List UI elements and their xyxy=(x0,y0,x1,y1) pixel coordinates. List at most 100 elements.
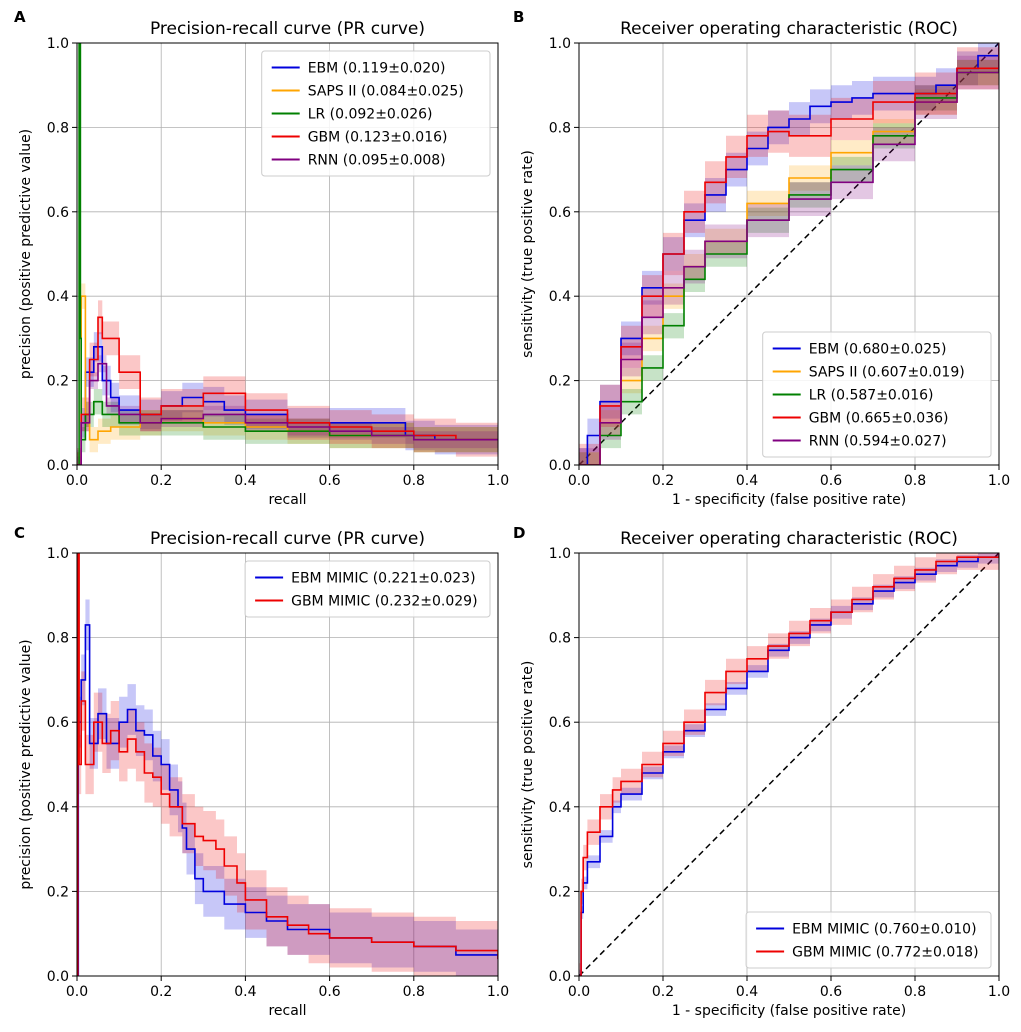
chart-title-a: Precision-recall curve (PR curve) xyxy=(150,19,425,39)
legend-label-b-1: SAPS II (0.607±0.019) xyxy=(809,365,965,381)
y-tick-label-d: 0.8 xyxy=(549,631,571,647)
x-tick-label-a: 0.2 xyxy=(150,473,172,489)
legend-label-d-0: EBM MIMIC (0.760±0.010) xyxy=(792,922,976,938)
confidence-band-a-3 xyxy=(77,300,498,465)
y-tick-label-b: 0.2 xyxy=(549,374,571,390)
legend-label-a-0: EBM (0.119±0.020) xyxy=(308,61,446,77)
x-axis-label-a: recall xyxy=(268,492,306,508)
x-tick-label-b: 0.6 xyxy=(820,473,842,489)
legend-label-b-3: GBM (0.665±0.036) xyxy=(809,411,949,427)
x-axis-label-c: recall xyxy=(268,1003,306,1019)
series-line-c-0 xyxy=(77,624,498,976)
series-line-d-1 xyxy=(579,553,999,976)
y-tick-label-c: 0.6 xyxy=(47,715,69,731)
y-tick-label-d: 0.2 xyxy=(549,884,571,900)
series-line-a-0 xyxy=(77,346,498,465)
axes-frame-a xyxy=(76,42,499,466)
x-tick-label-a: 1.0 xyxy=(487,473,509,489)
x-tick-label-b: 0.8 xyxy=(904,473,926,489)
plot-area-b xyxy=(579,43,999,465)
legend-label-d-1: GBM MIMIC (0.772±0.018) xyxy=(792,945,978,961)
x-tick-label-c: 1.0 xyxy=(487,984,509,1000)
y-tick-label-c: 0.4 xyxy=(47,800,69,816)
confidence-band-a-1 xyxy=(77,283,498,465)
panel-letter-b: B xyxy=(513,8,524,26)
x-tick-label-c: 0.6 xyxy=(318,984,340,1000)
y-tick-label-d: 0.0 xyxy=(549,969,571,985)
x-tick-label-a: 0.6 xyxy=(318,473,340,489)
x-tick-label-a: 0.0 xyxy=(66,473,88,489)
x-tick-label-d: 0.2 xyxy=(652,984,674,1000)
series-line-a-4 xyxy=(77,362,498,465)
legend-label-b-0: EBM (0.680±0.025) xyxy=(809,342,947,358)
axes-frame-b xyxy=(578,42,1000,466)
panel-letter-a: A xyxy=(14,8,26,26)
x-tick-label-d: 0.6 xyxy=(820,984,842,1000)
legend-box-d xyxy=(745,911,992,969)
y-tick-label-a: 1.0 xyxy=(47,36,69,52)
chart-title-b: Receiver operating characteristic (ROC) xyxy=(620,19,958,39)
y-axis-label-a: precision (positive predictive value) xyxy=(18,129,34,379)
y-tick-label-c: 0.8 xyxy=(47,631,69,647)
x-tick-label-c: 0.4 xyxy=(234,984,256,1000)
legend-c: EBM MIMIC (0.221±0.023) GBM MIMIC (0.232±… xyxy=(244,560,491,618)
legend-label-a-2: LR (0.092±0.026) xyxy=(308,107,433,123)
legend-label-c-0: EBM MIMIC (0.221±0.023) xyxy=(291,571,475,587)
legend-label-a-4: RNN (0.095±0.008) xyxy=(308,153,446,169)
x-tick-label-c: 0.8 xyxy=(403,984,425,1000)
x-tick-label-d: 0.8 xyxy=(904,984,926,1000)
y-tick-label-b: 1.0 xyxy=(549,36,571,52)
legend-label-a-1: SAPS II (0.084±0.025) xyxy=(308,84,464,100)
chart-title-d: Receiver operating characteristic (ROC) xyxy=(620,529,958,549)
chart-title-c: Precision-recall curve (PR curve) xyxy=(150,529,425,549)
y-axis-label-c: precision (positive predictive value) xyxy=(18,639,34,889)
x-tick-label-b: 1.0 xyxy=(988,473,1010,489)
legend-label-b-4: RNN (0.594±0.027) xyxy=(809,434,947,450)
y-tick-label-b: 0.4 xyxy=(549,289,571,305)
panel-c: 0.0 0.2 0.4 0.6 0.8 1.0 0.0 0.2 0.4 0.6 0.8 1.0 Prec… xyxy=(18,529,509,1019)
legend-a: EBM (0.119±0.020) SAPS II (0.084±0.025) LR… xyxy=(261,50,491,177)
panel-letter-c: C xyxy=(14,524,25,542)
series-line-c-1 xyxy=(77,553,498,976)
x-axis-label-d: 1 - specificity (false positive rate) xyxy=(672,1003,906,1019)
confidence-band-b-2 xyxy=(579,43,999,465)
axes-frame-c xyxy=(76,552,499,977)
y-tick-label-c: 1.0 xyxy=(47,546,69,562)
x-tick-label-b: 0.2 xyxy=(652,473,674,489)
y-tick-label-a: 0.6 xyxy=(47,205,69,221)
y-axis-label-d: sensitivity (true positive rate) xyxy=(520,661,536,869)
x-tick-label-c: 0.0 xyxy=(66,984,88,1000)
legend-box-a xyxy=(261,50,491,177)
legend-label-a-3: GBM (0.123±0.016) xyxy=(308,130,448,146)
y-tick-label-c: 0.2 xyxy=(47,884,69,900)
x-tick-label-b: 0.0 xyxy=(568,473,590,489)
panel-b: 0.0 0.2 0.4 0.6 0.8 1.0 0.0 0.2 0.4 0.6 0.8 1.0 Rece… xyxy=(520,19,1010,508)
legend-label-b-2: LR (0.587±0.016) xyxy=(809,388,934,404)
y-tick-label-b: 0.0 xyxy=(549,458,571,474)
y-tick-label-a: 0.0 xyxy=(47,458,69,474)
y-tick-label-d: 0.6 xyxy=(549,715,571,731)
plot-area-c xyxy=(77,553,498,976)
x-tick-label-d: 0.0 xyxy=(568,984,590,1000)
y-tick-label-a: 0.4 xyxy=(47,289,69,305)
legend-label-c-1: GBM MIMIC (0.232±0.029) xyxy=(291,594,477,610)
y-tick-label-a: 0.2 xyxy=(47,374,69,390)
legend-d: EBM MIMIC (0.760±0.010) GBM MIMIC (0.772±… xyxy=(745,911,992,969)
y-tick-label-d: 0.4 xyxy=(549,800,571,816)
x-tick-label-a: 0.4 xyxy=(234,473,256,489)
legend-b: EBM (0.680±0.025) SAPS II (0.607±0.019) LR… xyxy=(762,331,992,458)
y-tick-label-b: 0.8 xyxy=(549,120,571,136)
x-tick-label-d: 0.4 xyxy=(736,984,758,1000)
confidence-band-b-4 xyxy=(579,43,999,465)
x-tick-label-b: 0.4 xyxy=(736,473,758,489)
legend-box-c xyxy=(244,560,491,618)
x-tick-label-a: 0.8 xyxy=(403,473,425,489)
plot-area-d xyxy=(579,553,999,976)
y-tick-label-c: 0.0 xyxy=(47,969,69,985)
panel-a: 0.0 0.2 0.4 0.6 0.8 1.0 0.0 0.2 0.4 0.6 0.8 1.0 Prec… xyxy=(18,19,509,508)
panel-letter-d: D xyxy=(513,524,525,542)
legend-box-b xyxy=(762,331,992,458)
panel-d: 0.0 0.2 0.4 0.6 0.8 1.0 0.0 0.2 0.4 0.6 0.8 1.0 Rece… xyxy=(520,529,1010,1019)
axes-frame-d xyxy=(578,552,1000,977)
